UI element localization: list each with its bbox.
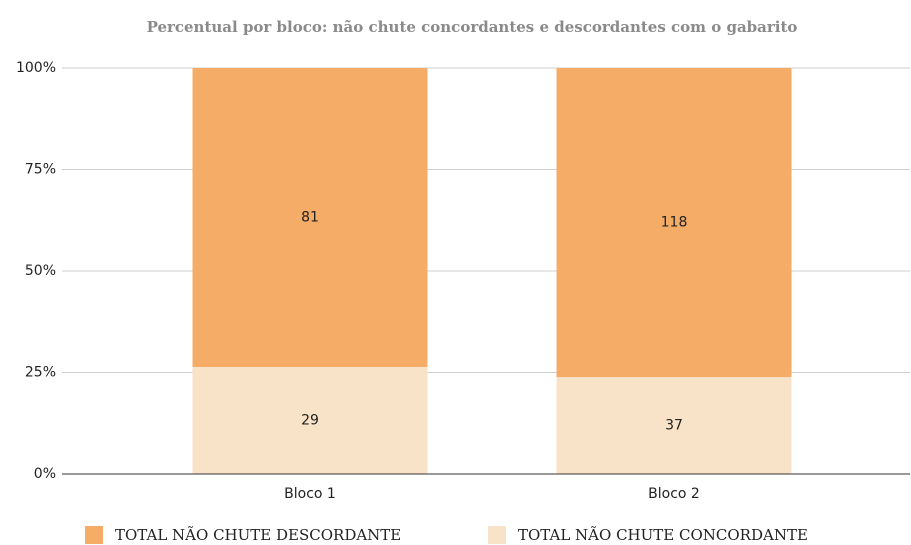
bar-segment bbox=[192, 68, 428, 367]
data-label: 37 bbox=[665, 418, 683, 434]
bar-segment bbox=[192, 366, 428, 474]
data-label: 81 bbox=[301, 209, 319, 225]
data-label: 118 bbox=[661, 215, 688, 231]
bar-segment bbox=[556, 377, 792, 474]
y-tick-label: 0% bbox=[34, 466, 56, 482]
x-tick-label: Bloco 1 bbox=[284, 486, 336, 502]
y-tick-label: 100% bbox=[16, 60, 56, 76]
y-tick-label: 50% bbox=[25, 263, 56, 279]
legend-swatch bbox=[85, 526, 103, 544]
bar-segment bbox=[556, 68, 792, 378]
legend-swatch bbox=[488, 526, 506, 544]
y-tick-label: 75% bbox=[25, 162, 56, 178]
y-tick-label: 25% bbox=[25, 365, 56, 381]
chart-title: Percentual por bloco: não chute concorda… bbox=[147, 18, 798, 36]
legend-label: TOTAL NÃO CHUTE DESCORDANTE bbox=[115, 526, 401, 544]
data-label: 29 bbox=[301, 412, 319, 428]
x-tick-label: Bloco 2 bbox=[648, 486, 700, 502]
legend-label: TOTAL NÃO CHUTE CONCORDANTE bbox=[518, 526, 808, 544]
